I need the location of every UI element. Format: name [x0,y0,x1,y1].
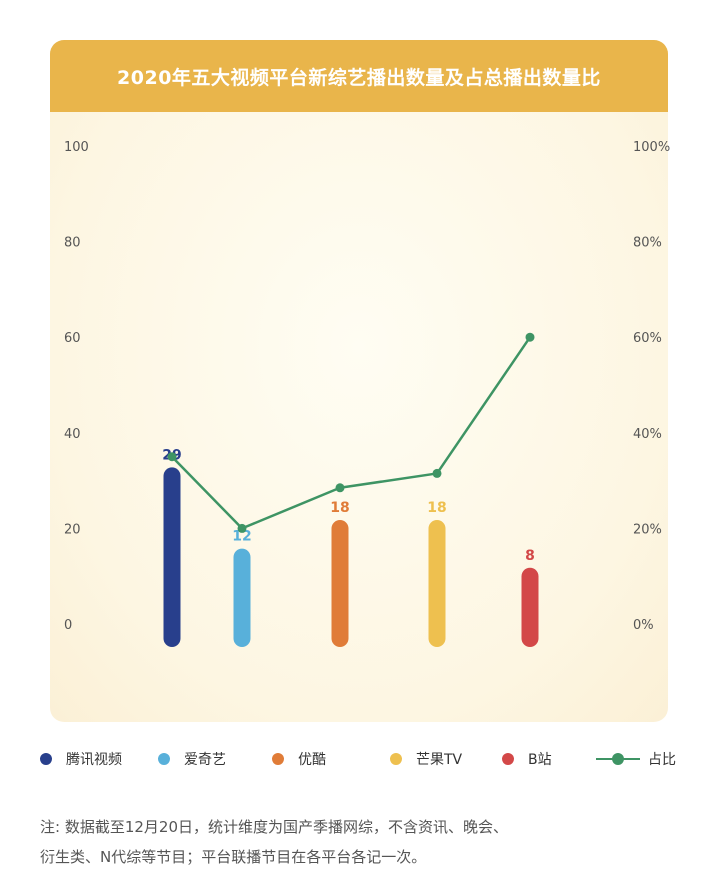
footnote: 注: 数据截至12月20日，统计维度为国产季播网综，不含资讯、晚会、 衍生类、N… [40,812,690,872]
legend-item: 爱奇艺 [158,749,226,769]
chart-legend: 腾讯视频 爱奇艺 优酷 芒果TV B站 占比 [0,743,716,769]
bar-4 [428,519,446,647]
legend-label: 腾讯视频 [66,752,122,768]
y-right-tick-label: 100% [633,140,670,155]
ratio-point-4 [432,468,442,478]
legend-dot-marker [502,753,514,765]
bar-5 [521,567,539,647]
y-left-tick-label: 80 [64,236,81,251]
ratio-point-2 [237,523,247,533]
y-left-tick-label: 40 [64,427,81,442]
legend-dot-marker [390,753,402,765]
legend-dot-marker [40,753,52,765]
ratio-point-5 [525,332,535,342]
bar-1 [163,467,181,647]
y-right-tick-label: 0% [633,618,654,633]
legend-item: 占比 [596,749,676,769]
chart-header: 2020年五大视频平台新综艺播出数量及占总播出数量比 [50,40,668,112]
legend-label: 占比 [648,752,676,768]
ratio-point-3 [335,483,345,493]
legend-item: 腾讯视频 [40,749,122,769]
y-left-tick-label: 20 [64,522,81,537]
legend-line-point [612,753,624,765]
y-right-tick-label: 40% [633,427,662,442]
ratio-point-1 [167,452,177,462]
chart-title: 2020年五大视频平台新综艺播出数量及占总播出数量比 [117,66,601,89]
y-right-tick-label: 80% [633,236,662,251]
legend-item: 优酷 [272,749,326,769]
footnote-line-2: 衍生类、N代综等节目；平台联播节目在各平台各记一次。 [40,848,427,866]
legend-item: 芒果TV [390,749,462,769]
bar-value-label: 8 [525,548,535,564]
y-left-tick-label: 0 [64,618,72,633]
ratio-line [171,336,532,530]
legend-item: B站 [502,749,552,769]
bar-2 [233,548,251,647]
bar-3 [331,519,349,647]
y-right-tick-label: 60% [633,331,662,346]
legend-dot-marker [158,753,170,765]
bar-value-label: 12 [232,529,251,545]
chart-card: 2020年五大视频平台新综艺播出数量及占总播出数量比 [50,40,668,722]
bar-value-label: 18 [427,500,446,516]
y-left-tick-label: 60 [64,331,81,346]
legend-dot-marker [272,753,284,765]
legend-label: 优酷 [298,752,326,768]
legend-label: 爱奇艺 [184,752,226,768]
legend-line-marker [596,753,640,765]
bar-value-label: 18 [330,500,349,516]
footnote-line-1: 注: 数据截至12月20日，统计维度为国产季播网综，不含资讯、晚会、 [40,818,508,836]
legend-label: B站 [528,752,552,768]
legend-label: 芒果TV [416,752,463,768]
y-right-tick-label: 20% [633,522,662,537]
y-left-tick-label: 100 [64,140,89,155]
